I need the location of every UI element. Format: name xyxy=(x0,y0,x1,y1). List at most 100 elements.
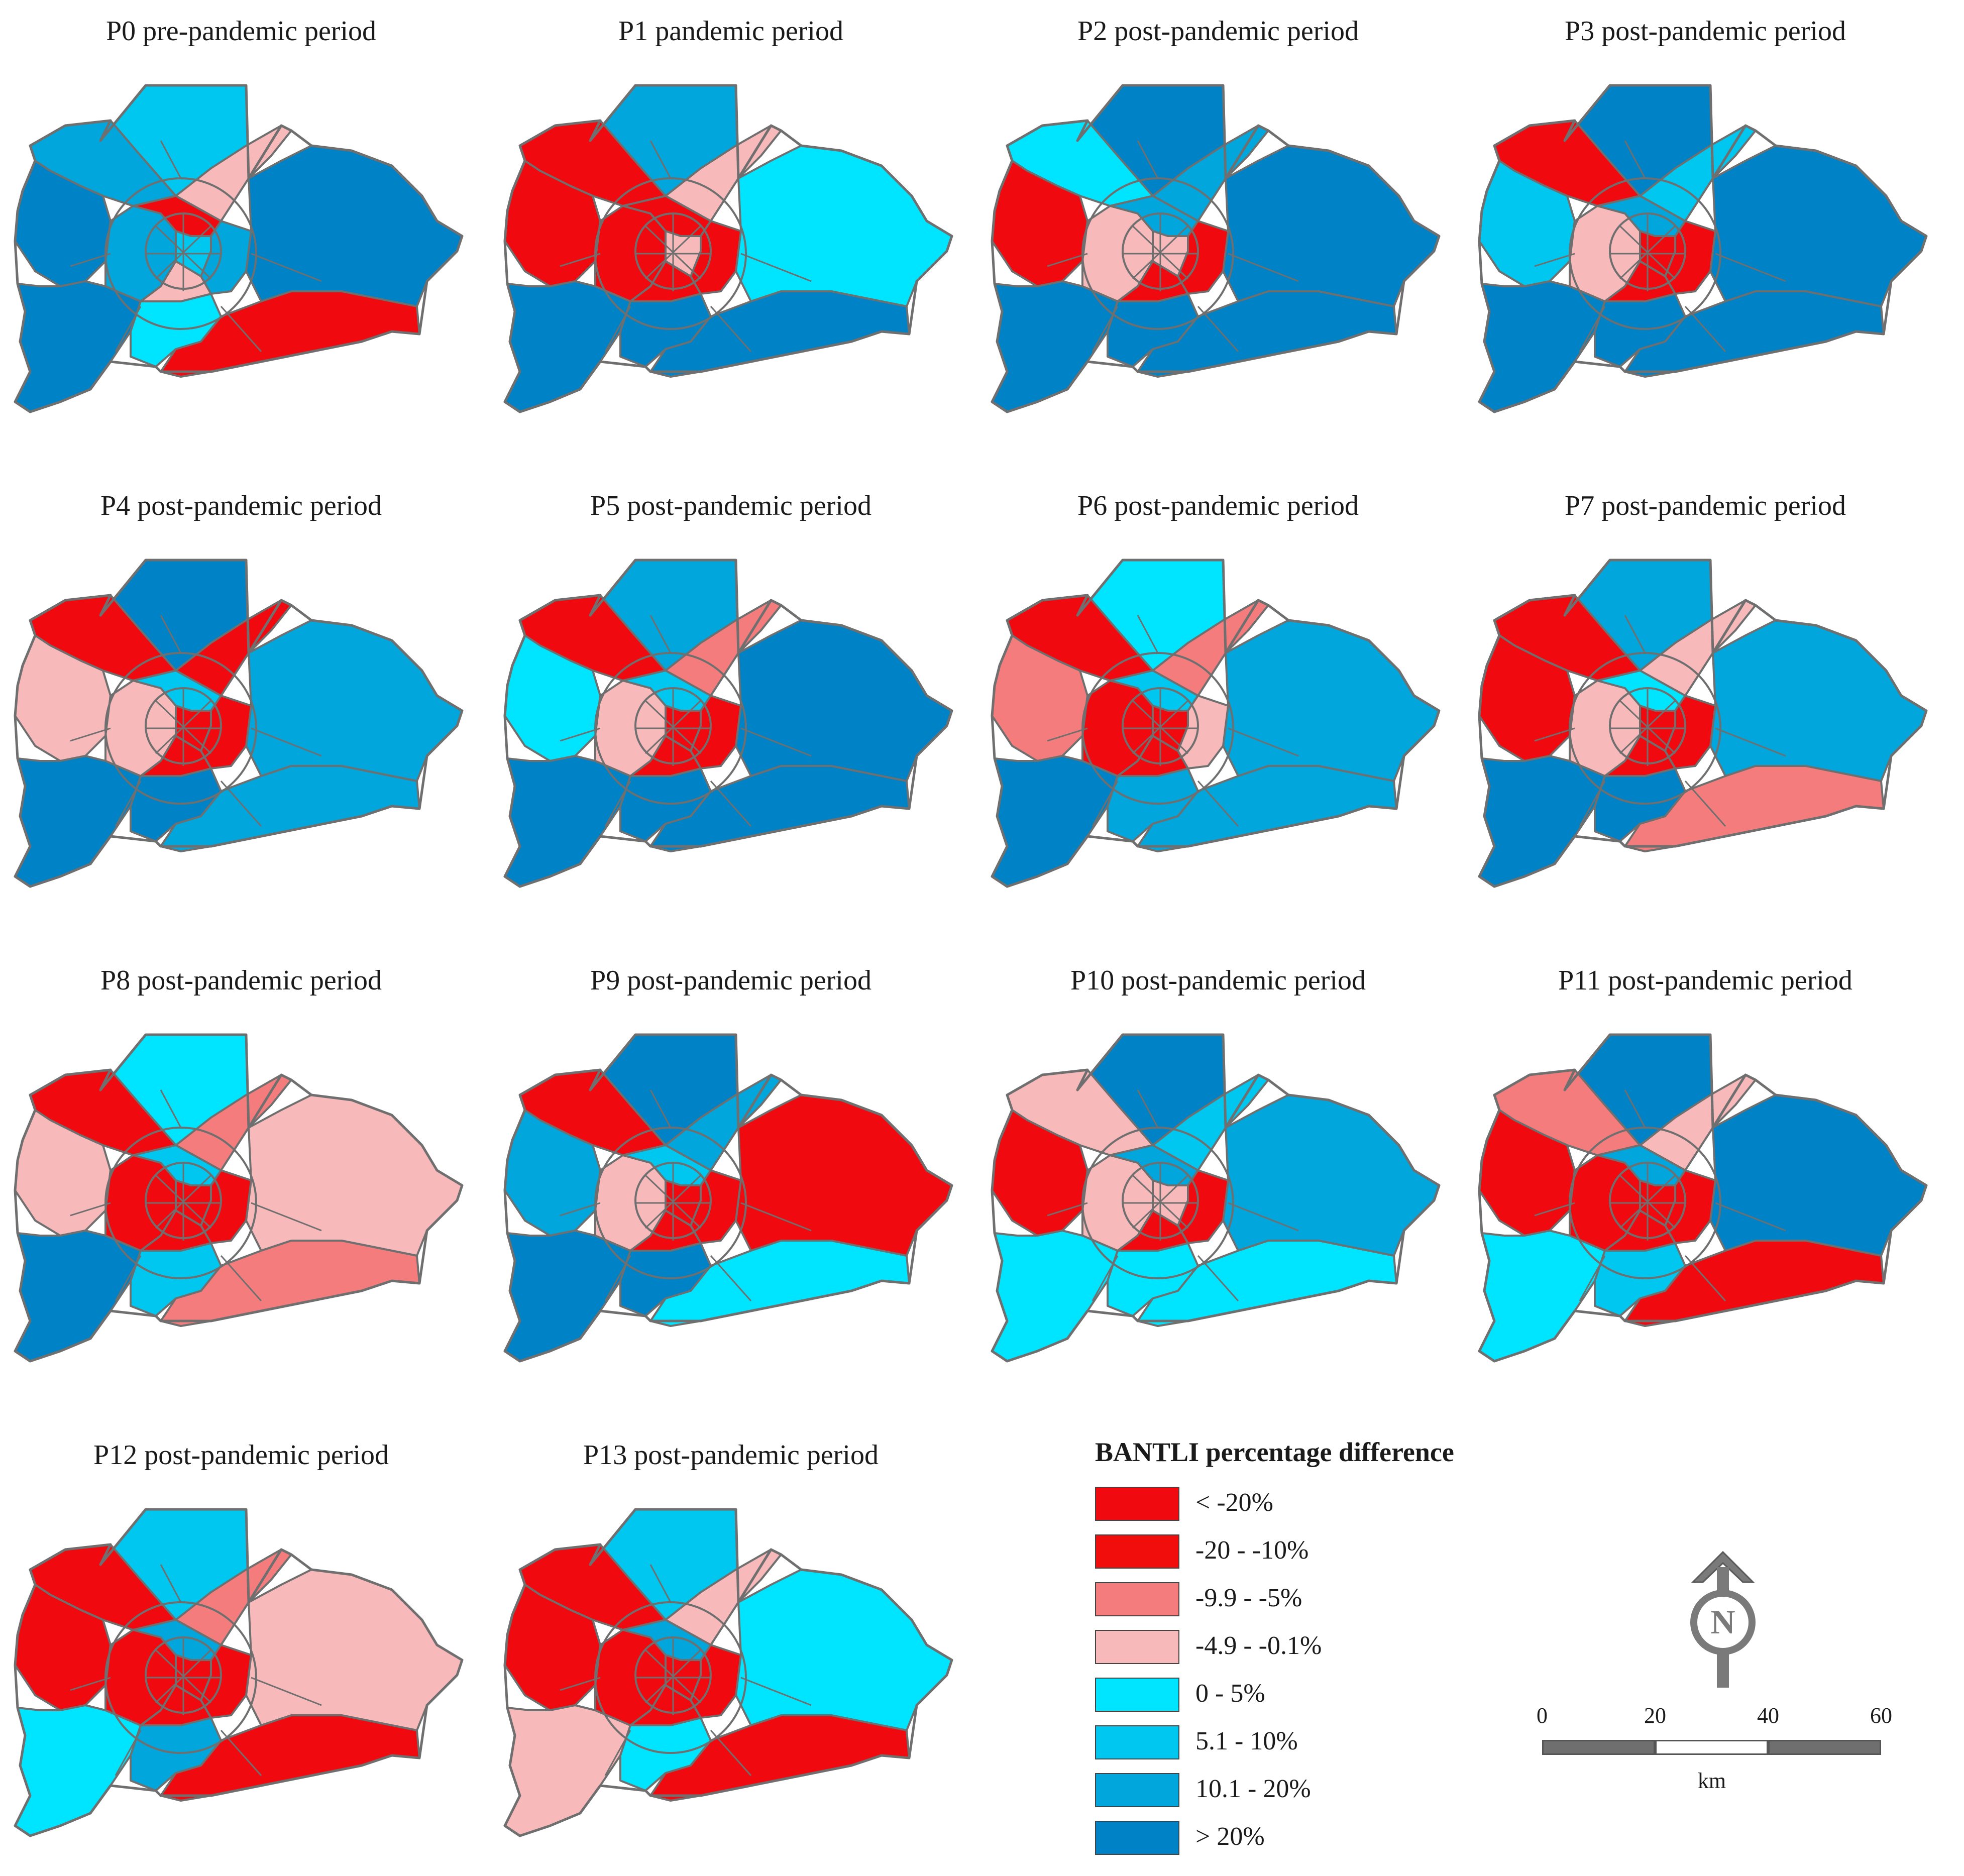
scale-segment-3 xyxy=(1768,1740,1881,1755)
map-outline xyxy=(14,559,464,888)
map-outline xyxy=(503,84,953,413)
district-borders xyxy=(1534,615,1786,827)
panel-title: P6 post-pandemic period xyxy=(1077,490,1359,521)
legend-item: -9.9 - -5% xyxy=(1095,1582,1396,1617)
choropleth-map xyxy=(991,84,1441,413)
district-borders xyxy=(560,1564,812,1776)
legend-swatch xyxy=(1095,1821,1179,1855)
map-panel: P12 post-pandemic period xyxy=(0,1424,482,1876)
district-borders xyxy=(1047,615,1299,827)
scale-segment-1 xyxy=(1542,1740,1655,1755)
map-region-east xyxy=(735,619,953,782)
panel-title: P8 post-pandemic period xyxy=(100,965,382,996)
north-arrow-icon: N xyxy=(1690,1551,1756,1688)
map-region-east xyxy=(245,619,463,782)
map-panel: P8 post-pandemic period xyxy=(0,949,482,1401)
choropleth-map xyxy=(991,1033,1441,1363)
legend-item: 5.1 - 10% xyxy=(1095,1725,1396,1760)
district-borders xyxy=(560,1089,812,1301)
map-panel: P3 post-pandemic period xyxy=(1464,0,1946,452)
map-panel: P2 post-pandemic period xyxy=(977,0,1459,452)
scale-tick-20: 20 xyxy=(1644,1703,1666,1728)
map-outline xyxy=(503,559,953,888)
legend-item: -20 - -10% xyxy=(1095,1534,1396,1570)
scale-unit: km xyxy=(1697,1769,1726,1793)
map-panel: P10 post-pandemic period xyxy=(977,949,1459,1401)
panel-title: P4 post-pandemic period xyxy=(100,490,382,521)
legend-label: 10.1 - 20% xyxy=(1195,1775,1311,1803)
district-borders xyxy=(70,615,322,827)
scale-tick-0: 0 xyxy=(1537,1703,1548,1728)
legend-item: > 20% xyxy=(1095,1821,1396,1856)
district-borders xyxy=(70,140,322,352)
panel-title: P0 pre-pandemic period xyxy=(105,16,377,47)
district-borders xyxy=(1534,1089,1786,1301)
map-outline xyxy=(991,84,1441,413)
legend-label: < -20% xyxy=(1195,1488,1273,1517)
map-region-east xyxy=(245,1094,463,1257)
legend-swatch xyxy=(1095,1534,1179,1569)
choropleth-map xyxy=(14,84,464,413)
map-region-east xyxy=(1222,1094,1440,1257)
map-region-east xyxy=(1709,619,1927,782)
legend-swatch xyxy=(1095,1630,1179,1664)
map-outline xyxy=(991,1033,1441,1363)
legend-swatch xyxy=(1095,1678,1179,1712)
choropleth-map xyxy=(503,84,953,413)
legend-title: BANTLI percentage difference xyxy=(1095,1437,1454,1467)
map-outline xyxy=(14,84,464,413)
legend-swatch xyxy=(1095,1773,1179,1807)
map-panel: P13 post-pandemic period xyxy=(490,1424,972,1876)
panel-title: P13 post-pandemic period xyxy=(583,1440,879,1471)
legend-swatch xyxy=(1095,1725,1179,1759)
district-borders xyxy=(1534,140,1786,352)
map-outline xyxy=(14,1033,464,1363)
map-outline xyxy=(503,1033,953,1363)
panel-title: P5 post-pandemic period xyxy=(590,490,871,521)
map-outline xyxy=(1478,1033,1928,1363)
map-outline xyxy=(503,1508,953,1837)
legend-label: 0 - 5% xyxy=(1195,1679,1265,1708)
legend-item: 10.1 - 20% xyxy=(1095,1773,1396,1808)
map-outline xyxy=(1478,559,1928,888)
district-borders xyxy=(560,615,812,827)
legend-label: -4.9 - -0.1% xyxy=(1195,1631,1322,1660)
panel-title: P10 post-pandemic period xyxy=(1070,965,1366,996)
legend-swatch xyxy=(1095,1487,1179,1521)
legend-item: < -20% xyxy=(1095,1487,1396,1522)
map-region-east xyxy=(245,145,463,307)
choropleth-map xyxy=(14,559,464,888)
district-borders xyxy=(70,1564,322,1776)
map-panel: P9 post-pandemic period xyxy=(490,949,972,1401)
scale-segment-2 xyxy=(1655,1740,1768,1755)
north-letter: N xyxy=(1710,1603,1735,1641)
map-outline xyxy=(991,559,1441,888)
panel-title: P9 post-pandemic period xyxy=(590,965,871,996)
panel-title: P1 pandemic period xyxy=(618,16,843,47)
district-borders xyxy=(1047,1089,1299,1301)
district-borders xyxy=(560,140,812,352)
map-panel: P1 pandemic period xyxy=(490,0,972,452)
choropleth-map xyxy=(14,1508,464,1837)
panel-title: P3 post-pandemic period xyxy=(1565,16,1846,47)
map-region-east xyxy=(735,145,953,307)
map-outline xyxy=(14,1508,464,1837)
choropleth-map xyxy=(991,559,1441,888)
choropleth-map xyxy=(1478,1033,1928,1363)
district-borders xyxy=(70,1089,322,1301)
scale-bar: 0 20 40 60 km xyxy=(1527,1703,1909,1803)
map-outline xyxy=(1478,84,1928,413)
panel-title: P7 post-pandemic period xyxy=(1565,490,1846,521)
panel-title: P11 post-pandemic period xyxy=(1558,965,1852,996)
legend: BANTLI percentage difference < -20% -20 -… xyxy=(1095,1437,1547,1855)
choropleth-map xyxy=(503,1508,953,1837)
map-panel: P6 post-pandemic period xyxy=(977,475,1459,927)
map-region-east xyxy=(1222,145,1440,307)
map-panel: P5 post-pandemic period xyxy=(490,475,972,927)
legend-label: -20 - -10% xyxy=(1195,1536,1309,1565)
panel-title: P12 post-pandemic period xyxy=(93,1440,389,1471)
legend-label: -9.9 - -5% xyxy=(1195,1584,1302,1612)
map-region-east xyxy=(1709,145,1927,307)
choropleth-map xyxy=(503,559,953,888)
map-region-east xyxy=(735,1569,953,1731)
